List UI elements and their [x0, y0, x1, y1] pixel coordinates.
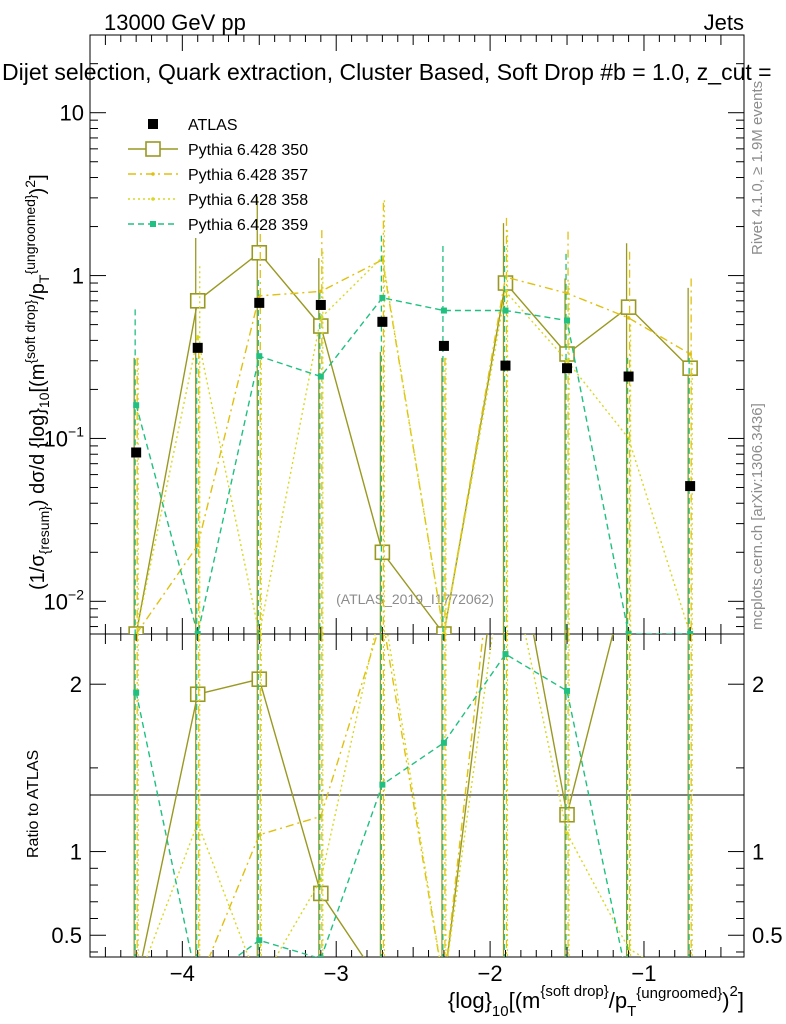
ratio-series-layer	[133, 634, 693, 957]
point-marker-py359	[564, 687, 571, 694]
point-marker-py359	[133, 689, 140, 696]
point-marker-py359	[256, 937, 263, 944]
point-marker-py350	[313, 885, 329, 902]
point-marker-py359	[564, 317, 571, 324]
point-marker-py358	[442, 632, 446, 634]
ratio-ytick-label: 2	[70, 672, 82, 697]
atlas-data-point	[685, 481, 696, 492]
series-line-py358	[135, 255, 691, 634]
point-marker-py350	[145, 141, 161, 157]
main-ytick-label: 10−1	[44, 423, 85, 451]
rivet-label: Rivet 4.1.0, ≥ 1.9M events	[749, 81, 766, 255]
point-marker-py359	[317, 373, 324, 380]
plot-title: Dijet selection, Quark extraction, Clust…	[2, 59, 772, 85]
point-marker-py359	[133, 402, 140, 409]
series-line-py350	[141, 634, 614, 957]
point-marker-py358	[565, 358, 569, 363]
point-marker-py350	[559, 806, 575, 823]
series-line-py358	[146, 634, 644, 957]
main-ytick-label: 1	[72, 264, 84, 289]
ratio-ytick-label-right: 2	[752, 672, 764, 697]
point-marker-py359	[256, 353, 263, 360]
x-axis-title: {log}10[(m{soft drop}/pT{ungroomed})2]	[448, 983, 744, 1020]
ratio-ytick-label-right: 0.5	[752, 923, 783, 948]
ratio-ylabel: Ratio to ATLAS	[25, 750, 42, 858]
point-marker-py350	[189, 293, 206, 309]
xtick-label: −1	[631, 961, 656, 986]
ratio-ytick-label-right: 1	[752, 840, 764, 865]
point-marker-py357	[688, 352, 692, 356]
series-line-py350	[135, 251, 691, 634]
legend-swatch-atlas	[148, 119, 158, 129]
analysis-tag: (ATLAS_2019_I1772062)	[336, 591, 494, 607]
point-marker-py359	[379, 294, 386, 301]
legend-label-py358: Pythia 6.428 358	[188, 192, 308, 209]
point-marker-py359	[502, 651, 509, 658]
point-marker-py350	[620, 299, 637, 315]
main-ytick-label: 10−2	[44, 586, 85, 614]
atlas-data-point	[438, 340, 449, 351]
point-marker-py359	[625, 631, 632, 634]
atlas-data-point	[377, 316, 388, 327]
atlas-data-point	[562, 363, 573, 374]
legend-label-py359: Pythia 6.428 359	[188, 217, 308, 234]
legend-label-py350: Pythia 6.428 350	[188, 142, 308, 159]
point-marker-py350	[251, 244, 268, 261]
atlas-data-point	[315, 299, 326, 310]
point-marker-py358	[151, 197, 155, 201]
series-line-py357	[208, 634, 630, 957]
point-marker-py350	[128, 626, 144, 634]
point-marker-py359	[687, 631, 694, 634]
point-marker-py358	[195, 335, 200, 339]
main-ylabel: (1/σ{resum}) dσ/d {log}10[(m{soft drop}/…	[22, 174, 52, 590]
point-marker-py357	[626, 316, 631, 320]
main-series-layer	[128, 196, 698, 634]
atlas-data-point	[192, 342, 203, 353]
point-marker-py350	[374, 544, 391, 561]
point-marker-py359	[150, 221, 156, 227]
series-line-py359	[135, 297, 691, 634]
point-marker-py359	[194, 631, 201, 634]
process-label: Jets	[704, 10, 744, 35]
point-marker-py359	[440, 307, 447, 314]
xtick-label: −4	[170, 961, 195, 986]
point-marker-py357	[319, 289, 323, 294]
ratio-ytick-label: 0.5	[51, 923, 82, 948]
atlas-data-point	[254, 297, 265, 308]
point-marker-py357	[151, 172, 155, 176]
point-marker-py359	[317, 955, 324, 957]
xtick-label: −2	[478, 961, 503, 986]
atlas-data-point	[623, 371, 634, 382]
series-line-py357	[135, 258, 691, 634]
ratio-ytick-label: 1	[70, 840, 82, 865]
atlas-data-point	[500, 360, 511, 371]
legend: ATLAS Pythia 6.428 350 Pythia 6.428 357 Pyt…	[128, 117, 308, 234]
main-ytick-label: 10	[60, 101, 84, 126]
mcplots-label: mcplots.cern.ch [arXiv:1306.3436]	[749, 403, 766, 630]
point-marker-py359	[379, 781, 386, 788]
atlas-data-point	[131, 447, 142, 458]
point-marker-py359	[440, 739, 447, 746]
point-marker-py350	[251, 671, 268, 687]
point-marker-py350	[189, 686, 206, 703]
point-marker-py350	[682, 360, 698, 376]
point-marker-py357	[195, 543, 200, 548]
legend-label-py357: Pythia 6.428 357	[188, 167, 308, 184]
point-marker-py359	[502, 307, 509, 314]
xtick-label: −3	[324, 961, 349, 986]
legend-label-atlas: ATLAS	[188, 117, 238, 134]
ratio-axes: −4 −3 −2 −1 0.5 0.5 1 1 2 2	[51, 634, 783, 986]
series-line-py359	[135, 653, 624, 957]
energy-label: 13000 GeV pp	[104, 10, 246, 35]
